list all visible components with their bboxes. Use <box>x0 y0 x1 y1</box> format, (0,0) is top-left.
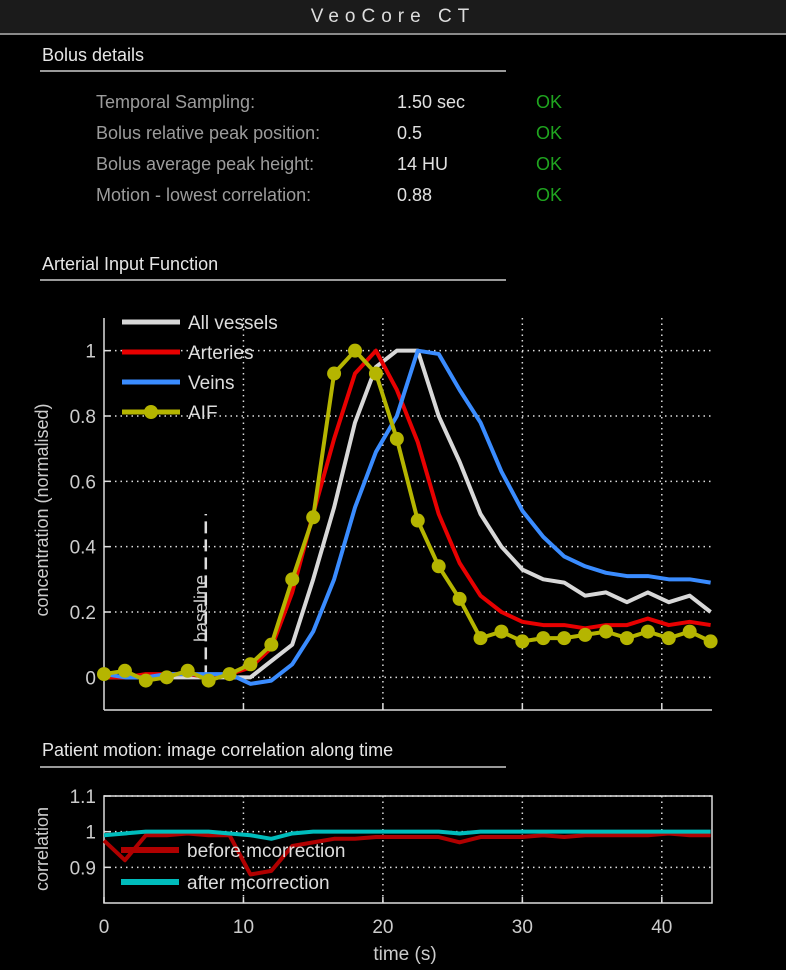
aif-data-point <box>222 667 237 682</box>
aif-heading: Arterial Input Function <box>42 254 219 274</box>
series-line-before-mcorrection <box>102 831 711 877</box>
legend-label: before mcorrection <box>187 841 345 862</box>
legend-label: Arteries <box>188 343 253 364</box>
legend-label: Veins <box>188 373 234 394</box>
bolus-row-label: Motion - lowest correlation: <box>96 185 312 205</box>
bolus-row-label: Bolus relative peak position: <box>96 123 321 143</box>
aif-data-point <box>389 431 404 446</box>
aif-data-point <box>557 631 572 646</box>
aif-data-point <box>473 631 488 646</box>
baseline-annotation: baseline <box>191 575 211 642</box>
y-tick-label: 0.8 <box>70 407 96 428</box>
aif-data-point <box>640 624 655 639</box>
aif-data-point <box>368 366 383 381</box>
aif-data-point <box>431 559 446 574</box>
aif-data-point <box>703 634 718 649</box>
y-tick-label: 1 <box>85 342 96 363</box>
legend-label: AIF <box>188 403 218 424</box>
bolus-row-label: Temporal Sampling: <box>96 92 256 112</box>
bolus-row-status: OK <box>536 123 563 143</box>
y-tick-label: 1.1 <box>70 787 96 808</box>
bolus-row-value: 1.50 sec <box>397 92 466 112</box>
aif-data-point <box>599 624 614 639</box>
aif-data-point <box>117 663 132 678</box>
bolus-row-value: 14 HU <box>397 154 449 174</box>
x-tick-label: 40 <box>651 917 672 938</box>
y-tick-label: 0 <box>85 668 96 689</box>
bolus-row-status: OK <box>536 154 563 174</box>
app-title-bar: VeoCore CT <box>0 0 786 35</box>
x-axis-label: time (s) <box>373 944 436 965</box>
aif-data-point <box>180 663 195 678</box>
aif-y-axis-label: concentration (normalised) <box>32 403 52 616</box>
aif-data-point <box>515 634 530 649</box>
aif-data-point <box>264 637 279 652</box>
motion-y-axis-label: correlation <box>32 807 52 891</box>
motion-divider <box>40 766 506 768</box>
x-tick-label: 20 <box>372 917 393 938</box>
x-tick-label: 30 <box>512 917 533 938</box>
bolus-divider <box>40 70 506 72</box>
aif-divider <box>40 279 506 281</box>
bolus-row-value: 0.88 <box>397 185 433 205</box>
aif-data-point <box>410 513 425 528</box>
legend-marker <box>144 405 158 419</box>
series-line-after-mcorrection <box>103 829 711 841</box>
aif-data-point <box>97 667 111 682</box>
bolus-row-value: 0.5 <box>397 123 423 143</box>
legend-label: All vessels <box>188 313 278 334</box>
bolus-row-label: Bolus average peak height: <box>96 154 315 174</box>
x-tick-label: 10 <box>233 917 254 938</box>
app-title: VeoCore CT <box>310 6 476 27</box>
aif-data-point <box>682 624 697 639</box>
bolus-row-status: OK <box>536 92 563 112</box>
aif-data-point <box>494 624 509 639</box>
aif-data-point <box>201 673 216 688</box>
motion-heading: Patient motion: image correlation along … <box>42 740 394 760</box>
x-tick-label: 0 <box>99 917 110 938</box>
aif-data-point <box>327 366 342 381</box>
aif-data-point <box>285 572 300 587</box>
y-tick-label: 0.9 <box>70 858 96 879</box>
y-tick-label: 1 <box>85 823 96 844</box>
y-tick-label: 0.4 <box>70 538 97 559</box>
aif-data-point <box>306 510 321 525</box>
aif-data-point <box>348 343 363 358</box>
legend-label: after mcorrection <box>187 873 330 894</box>
aif-data-point <box>138 673 153 688</box>
bolus-details-heading: Bolus details <box>42 45 145 65</box>
aif-data-point <box>452 591 467 606</box>
axes-box <box>103 795 713 904</box>
aif-data-point <box>159 670 174 685</box>
y-tick-label: 0.6 <box>70 472 96 493</box>
aif-data-point <box>578 627 593 642</box>
aif-data-point <box>619 631 634 646</box>
aif-data-point <box>243 657 258 672</box>
y-tick-label: 0.2 <box>70 603 96 624</box>
aif-data-point <box>536 631 551 646</box>
series-line-veins <box>103 348 711 686</box>
aif-data-point <box>661 631 676 646</box>
bolus-row-status: OK <box>536 185 563 205</box>
